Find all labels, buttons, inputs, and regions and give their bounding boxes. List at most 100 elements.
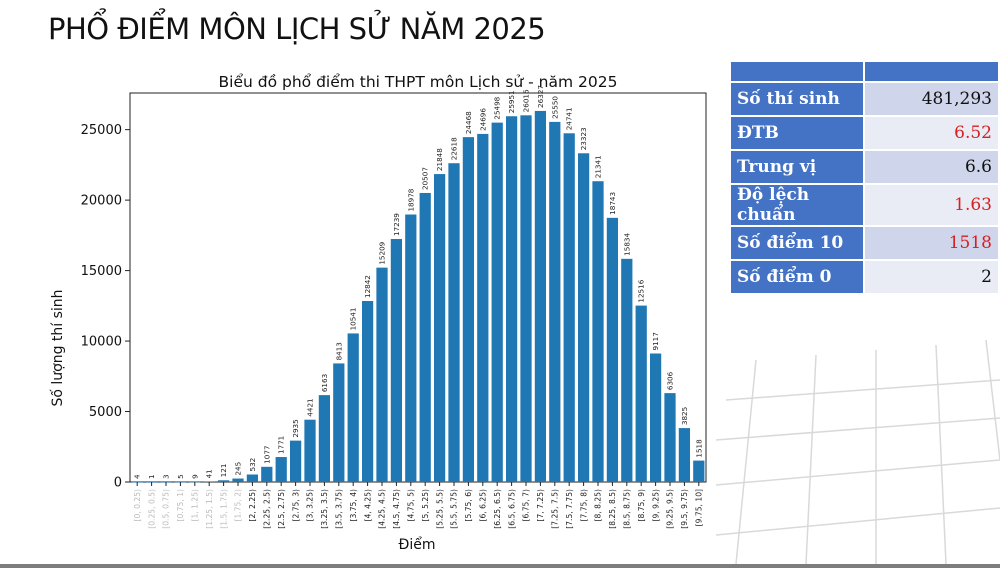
bar <box>477 133 489 482</box>
x-tick-label: [6, 6.25) <box>479 489 488 522</box>
bar-value-label: 1077 <box>262 446 271 464</box>
bar <box>577 153 590 482</box>
x-tick-label: [8.5, 8.75) <box>623 489 632 529</box>
x-tick-label: [4.25, 4.5) <box>378 489 387 529</box>
stat-label: Số thí sinh <box>729 81 865 117</box>
bar <box>376 267 388 482</box>
x-tick-label: [6.25, 6.5) <box>493 489 502 529</box>
bar <box>347 333 359 482</box>
bar-value-label: 9 <box>190 474 199 479</box>
plot-area: 0 5000 10000 15000 20000 25000 4 [0, 0.25) 1 [0.2… <box>81 85 707 529</box>
x-tick-label: [7.25, 7.5) <box>551 489 560 529</box>
bar <box>405 214 417 483</box>
background-grid-decoration <box>716 340 1000 564</box>
x-tick-label: [8.25, 8.5) <box>608 489 617 529</box>
bar <box>664 393 676 482</box>
table-header-row <box>729 60 1000 83</box>
bar-value-label: 8413 <box>334 342 343 360</box>
bar-value-label: 18743 <box>608 192 617 215</box>
bar <box>462 137 475 482</box>
bar-value-label: 121 <box>219 464 228 478</box>
bar-value-label: 9117 <box>651 332 660 350</box>
bar <box>592 181 604 482</box>
bar <box>203 481 215 483</box>
stat-label: ĐTB <box>729 115 865 151</box>
bar-value-label: 12516 <box>637 279 646 302</box>
bar-value-label: 21848 <box>435 148 444 171</box>
bar <box>635 305 647 482</box>
bar-value-label: 1771 <box>277 436 286 454</box>
bar-value-label: 24741 <box>565 107 574 130</box>
bar <box>232 478 244 482</box>
bar-value-label: 3 <box>162 474 171 479</box>
page-title: PHỔ ĐIỂM MÔN LỊCH SỬ NĂM 2025 <box>48 12 546 46</box>
x-tick-label: [7.75, 8) <box>579 489 588 522</box>
bar <box>549 121 561 482</box>
bar-value-label: 26327 <box>536 85 545 108</box>
x-tick-label: [1.5, 1.75) <box>219 489 228 529</box>
x-tick-label: [4.5, 4.75) <box>392 489 401 529</box>
bar-value-label: 41 <box>205 469 214 478</box>
bar <box>678 428 691 482</box>
stat-label: Trung vị <box>729 149 865 185</box>
x-tick-label: [5.5, 5.75) <box>450 489 459 529</box>
bar <box>520 115 532 482</box>
x-tick-label: [0.75, 1) <box>176 489 185 522</box>
bar <box>534 110 547 482</box>
statistics-table: Số thí sinh 481,293 ĐTB 6.52 Trung vị 6.… <box>729 60 1000 295</box>
stat-value: 481,293 <box>862 81 1000 117</box>
bar-value-label: 4421 <box>306 398 315 416</box>
bar-value-label: 18978 <box>406 188 415 211</box>
stat-value: 1518 <box>862 225 1000 261</box>
bar-value-label: 25550 <box>550 96 559 119</box>
y-tick-label: 0 <box>114 476 122 491</box>
stat-value: 6.52 <box>862 115 1000 151</box>
bar-value-label: 4 <box>133 474 142 479</box>
bar <box>289 440 302 482</box>
x-tick-label: [4, 4.25) <box>363 489 372 522</box>
x-tick-label: [0, 0.25) <box>133 489 142 522</box>
x-tick-label: [2.75, 3) <box>291 489 300 522</box>
stat-value: 6.6 <box>862 149 1000 185</box>
chart-title: Biểu đồ phổ điểm thi THPT môn Lịch sử - … <box>219 73 618 91</box>
x-tick-label: [1, 1.25) <box>191 489 200 522</box>
bar <box>390 239 403 482</box>
bar-value-label: 1 <box>147 474 156 479</box>
bar <box>505 116 518 483</box>
table-row: Độ lệch chuẩn 1.63 <box>729 183 1000 227</box>
bar <box>304 419 316 482</box>
stat-value: 1.63 <box>862 183 1000 227</box>
bar <box>621 258 633 482</box>
bar <box>563 133 575 482</box>
table-row: Số điểm 0 2 <box>729 259 1000 295</box>
x-tick-label: [3.25, 3.5) <box>320 489 329 529</box>
bar-value-label: 17239 <box>392 213 401 236</box>
x-tick-label: [5.25, 5.5) <box>435 489 444 529</box>
x-tick-label: [5.75, 6) <box>464 489 473 522</box>
bar <box>275 457 287 482</box>
bar-value-label: 10541 <box>349 308 358 331</box>
y-tick-label: 15000 <box>81 264 122 279</box>
bar-value-label: 3825 <box>680 407 689 425</box>
bar-value-label: 245 <box>234 462 243 476</box>
x-tick-label: [6.5, 6.75) <box>507 489 516 529</box>
bar-value-label: 25951 <box>507 90 516 113</box>
bar-value-label: 15209 <box>378 241 387 264</box>
bottom-divider <box>0 564 1000 568</box>
bar-value-label: 22618 <box>450 137 459 160</box>
x-tick-label: [3.75, 4) <box>349 489 358 522</box>
x-tick-label: [3, 3.25) <box>306 489 315 522</box>
bar <box>261 466 273 482</box>
bar-value-label: 532 <box>248 458 257 472</box>
table-header-cell <box>862 60 1000 83</box>
bar-value-label: 15834 <box>622 233 631 256</box>
x-tick-label: [7.5, 7.75) <box>565 489 574 529</box>
x-tick-label: [8, 8.25) <box>594 489 603 522</box>
x-tick-label: [9.75, 10] <box>695 489 704 526</box>
table-row: Trung vị 6.6 <box>729 149 1000 185</box>
bar <box>606 217 619 483</box>
x-tick-label: [2, 2.25) <box>248 489 257 522</box>
y-tick-label: 20000 <box>81 194 122 209</box>
score-distribution-chart: Biểu đồ phổ điểm thi THPT môn Lịch sử - … <box>49 73 707 553</box>
bar <box>361 301 374 482</box>
